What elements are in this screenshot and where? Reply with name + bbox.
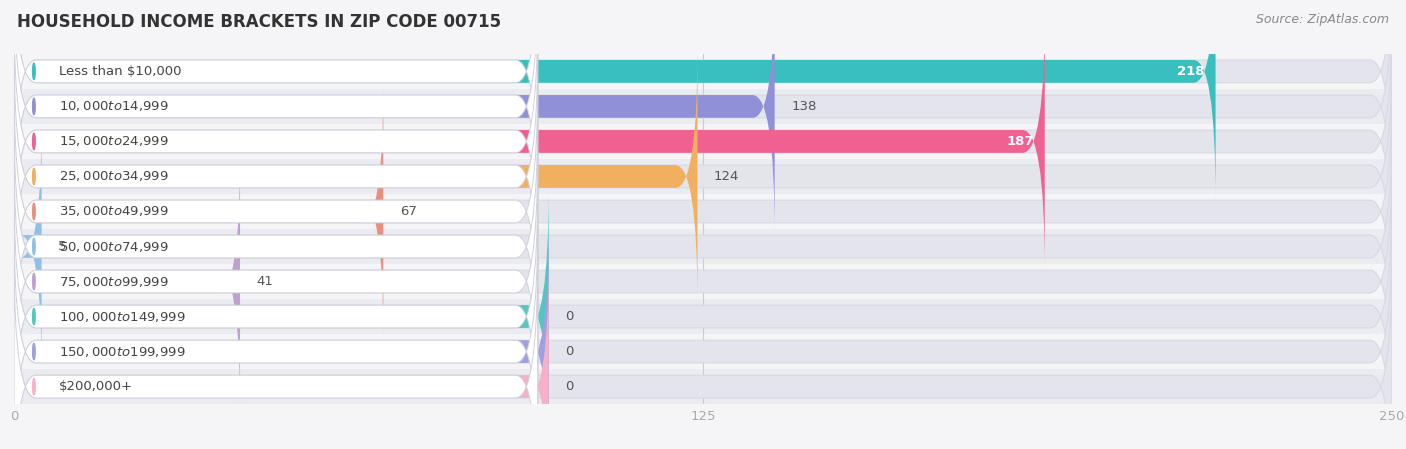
Circle shape <box>32 379 35 395</box>
Circle shape <box>32 98 35 114</box>
Text: $150,000 to $199,999: $150,000 to $199,999 <box>59 344 186 359</box>
Text: 67: 67 <box>399 205 416 218</box>
Circle shape <box>32 238 35 255</box>
FancyBboxPatch shape <box>14 258 1392 449</box>
FancyBboxPatch shape <box>14 48 1392 305</box>
FancyBboxPatch shape <box>14 223 548 449</box>
FancyBboxPatch shape <box>14 188 1392 445</box>
FancyBboxPatch shape <box>14 118 1392 375</box>
Text: 187: 187 <box>1007 135 1033 148</box>
Text: 218: 218 <box>1177 65 1205 78</box>
Text: 0: 0 <box>565 380 574 393</box>
FancyBboxPatch shape <box>14 118 42 375</box>
Text: 41: 41 <box>256 275 273 288</box>
FancyBboxPatch shape <box>14 48 697 305</box>
FancyBboxPatch shape <box>14 188 537 445</box>
FancyBboxPatch shape <box>14 0 1392 200</box>
Text: $15,000 to $24,999: $15,000 to $24,999 <box>59 134 169 149</box>
FancyBboxPatch shape <box>14 0 1216 200</box>
FancyBboxPatch shape <box>14 13 1045 270</box>
Bar <box>14 229 1392 264</box>
Bar <box>14 334 1392 369</box>
Bar <box>14 369 1392 404</box>
FancyBboxPatch shape <box>14 258 548 449</box>
Bar <box>14 54 1392 89</box>
Circle shape <box>32 203 35 220</box>
Bar <box>14 194 1392 229</box>
FancyBboxPatch shape <box>14 13 1392 270</box>
Text: 0: 0 <box>565 310 574 323</box>
Text: HOUSEHOLD INCOME BRACKETS IN ZIP CODE 00715: HOUSEHOLD INCOME BRACKETS IN ZIP CODE 00… <box>17 13 501 31</box>
Circle shape <box>32 133 35 150</box>
FancyBboxPatch shape <box>14 153 1392 410</box>
Text: $75,000 to $99,999: $75,000 to $99,999 <box>59 274 169 289</box>
FancyBboxPatch shape <box>14 83 384 340</box>
Circle shape <box>32 63 35 79</box>
FancyBboxPatch shape <box>14 48 537 305</box>
FancyBboxPatch shape <box>14 223 1392 449</box>
FancyBboxPatch shape <box>14 0 775 235</box>
Bar <box>14 159 1392 194</box>
Text: $10,000 to $14,999: $10,000 to $14,999 <box>59 99 169 114</box>
Circle shape <box>32 273 35 290</box>
Circle shape <box>32 308 35 325</box>
Text: $25,000 to $34,999: $25,000 to $34,999 <box>59 169 169 184</box>
Text: 124: 124 <box>714 170 740 183</box>
FancyBboxPatch shape <box>14 0 537 235</box>
Text: $50,000 to $74,999: $50,000 to $74,999 <box>59 239 169 254</box>
FancyBboxPatch shape <box>14 188 548 445</box>
Bar <box>14 264 1392 299</box>
Bar <box>14 89 1392 124</box>
FancyBboxPatch shape <box>14 13 537 270</box>
Text: 138: 138 <box>792 100 817 113</box>
Text: 0: 0 <box>565 345 574 358</box>
Text: $200,000+: $200,000+ <box>59 380 134 393</box>
Text: $100,000 to $149,999: $100,000 to $149,999 <box>59 309 186 324</box>
Text: Less than $10,000: Less than $10,000 <box>59 65 181 78</box>
Text: $35,000 to $49,999: $35,000 to $49,999 <box>59 204 169 219</box>
FancyBboxPatch shape <box>14 153 240 410</box>
Bar <box>14 299 1392 334</box>
FancyBboxPatch shape <box>14 153 537 410</box>
FancyBboxPatch shape <box>14 0 537 200</box>
Text: 5: 5 <box>58 240 66 253</box>
Bar <box>14 124 1392 159</box>
Circle shape <box>32 343 35 360</box>
FancyBboxPatch shape <box>14 258 537 449</box>
FancyBboxPatch shape <box>14 118 537 375</box>
FancyBboxPatch shape <box>14 83 1392 340</box>
Circle shape <box>32 168 35 185</box>
Text: Source: ZipAtlas.com: Source: ZipAtlas.com <box>1256 13 1389 26</box>
FancyBboxPatch shape <box>14 83 537 340</box>
FancyBboxPatch shape <box>14 0 1392 235</box>
FancyBboxPatch shape <box>14 223 537 449</box>
